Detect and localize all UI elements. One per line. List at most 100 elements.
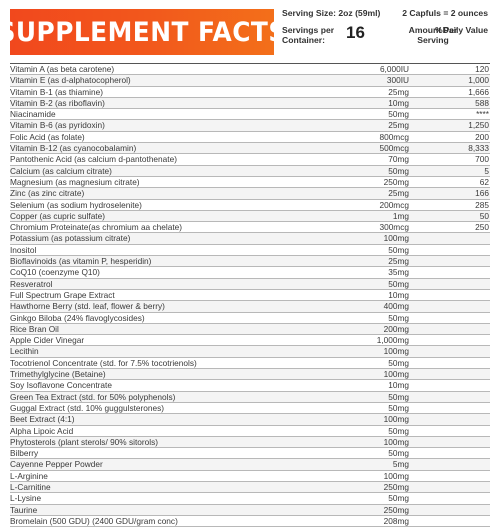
ingredient-daily-value: 8,333 [468, 143, 489, 154]
table-row: Magnesium (as magnesium citrate) 250mg 62 [10, 176, 490, 189]
ingredient-daily-value [413, 256, 490, 266]
serving-info: Serving Size: 2oz (59ml) 2 Capfuls = 2 o… [274, 8, 490, 58]
table-row: Trimethylglycine (Betaine) 100mg [10, 369, 490, 381]
table-row: Soy Isoflavone Concentrate 10mg [10, 380, 490, 392]
ingredient-amount: 300IU [386, 75, 409, 86]
ingredient-amount: 250mg [383, 481, 409, 492]
facts-table: Vitamin A (as beta carotene) 6,000IU 120 Vi… [10, 63, 490, 527]
ingredient-amount: 10mg [388, 97, 409, 108]
ingredient-amount: 50mg [388, 312, 409, 323]
ingredient-name: Beet Extract (4:1) [10, 414, 75, 425]
ingredient-name: Bioflavinoids (as vitamin P, hesperidin) [10, 256, 152, 267]
ingredient-name: Trimethylglycine (Betaine) [10, 369, 106, 380]
ingredient-amount: 400mg [383, 301, 409, 312]
ingredient-amount: 50mg [388, 402, 409, 413]
ingredient-daily-value [413, 516, 490, 526]
table-row: Vitamin E (as d-alphatocopherol) 300IU 1,0… [10, 75, 490, 87]
table-row: Vitamin B-12 (as cyanocobalamin) 500mcg 8,… [10, 143, 490, 155]
table-row: Niacinamide 50mg **** [10, 109, 490, 121]
ingredient-name: Pantothenic Acid (as calcium d-pantothen… [10, 154, 177, 165]
ingredient-amount: 250mg [383, 176, 409, 187]
ingredient-name: Apple Cider Vinegar [10, 335, 85, 346]
serving-row: Serving Size: 2oz (59ml) 2 Capfuls = 2 o… [282, 8, 490, 21]
ingredient-daily-value: 1,000 [468, 75, 489, 86]
ingredient-daily-value [413, 245, 490, 255]
table-row: Lecithin 100mg [10, 346, 490, 358]
ingredient-amount: 25mg [388, 86, 409, 97]
table-row: Selenium (as sodium hydroselenite) 200mcg… [10, 200, 490, 211]
ingredient-daily-value [413, 290, 490, 300]
ingredient-name: Taurine [10, 504, 38, 515]
ingredient-amount: 50mg [388, 425, 409, 436]
table-row: Chromium Proteinate(as chromium aa chela… [10, 222, 490, 234]
page-title: SUPPLEMENT FACTS [0, 16, 287, 48]
ingredient-name: Phytosterols (plant sterols/ 90% sitorol… [10, 436, 159, 447]
table-row: Zinc (as zinc citrate) 25mg 166 [10, 188, 490, 200]
ingredient-amount: 5mg [392, 459, 409, 470]
ingredient-name: Selenium (as sodium hydroselenite) [10, 199, 142, 210]
table-row: Full Spectrum Grape Extract 10mg [10, 289, 490, 302]
table-row: Taurine 250mg [10, 504, 490, 516]
table-row: Bromelain (500 GDU) (2400 GDU/gram conc)… [10, 516, 490, 527]
table-row: Phytosterols (plant sterols/ 90% sitorol… [10, 436, 490, 449]
table-row: Vitamin B-1 (as thiamine) 25mg 1,666 [10, 87, 490, 98]
ingredient-name: Full Spectrum Grape Extract [10, 289, 115, 300]
ingredient-daily-value: 120 [475, 64, 489, 74]
ingredient-daily-value [413, 301, 490, 311]
table-row: Inositol 50mg [10, 244, 490, 257]
ingredient-amount: 6,000IU [379, 64, 409, 74]
ingredient-amount: 10mg [388, 289, 409, 300]
ingredient-name: Inositol [10, 244, 37, 255]
table-row: Apple Cider Vinegar 1,000mg [10, 335, 490, 347]
ingredient-daily-value [413, 392, 490, 402]
ingredient-amount: 25mg [388, 120, 409, 131]
column-headers: Servings per Container: 16 Amount Per Se… [282, 23, 490, 55]
ingredient-daily-value: 200 [475, 131, 489, 142]
ingredient-amount: 50mg [388, 391, 409, 402]
table-row: Bioflavinoids (as vitamin P, hesperidin)… [10, 256, 490, 268]
table-row: Rice Bran Oil 200mg [10, 323, 490, 336]
table-row: Bilberry 50mg [10, 448, 490, 460]
table-row: CoQ10 (coenzyme Q10) 35mg [10, 267, 490, 279]
ingredient-name: Bilberry [10, 448, 39, 459]
ingredient-amount: 200mcg [379, 199, 409, 210]
ingredient-daily-value [413, 437, 490, 447]
ingredient-daily-value [413, 482, 490, 492]
ingredient-amount: 200mg [383, 323, 409, 334]
table-row: Hawthorne Berry (std. leaf, flower & ber… [10, 301, 490, 313]
ingredient-daily-value [413, 313, 490, 323]
ingredient-amount: 35mg [388, 267, 409, 278]
ingredient-name: CoQ10 (coenzyme Q10) [10, 267, 100, 278]
ingredient-name: Vitamin B-1 (as thiamine) [10, 86, 103, 97]
ingredient-daily-value [413, 471, 490, 481]
ingredient-amount: 1mg [392, 210, 409, 221]
ingredient-name: Hawthorne Berry (std. leaf, flower & ber… [10, 301, 165, 312]
ingredient-name: Zinc (as zinc citrate) [10, 188, 85, 199]
ingredient-name: L-Lysine [10, 493, 42, 504]
ingredient-daily-value [413, 335, 490, 345]
table-row: Ginkgo Biloba (24% flavoglycosides) 50mg [10, 313, 490, 324]
table-row: L-Lysine 50mg [10, 493, 490, 505]
ingredient-name: Lecithin [10, 346, 39, 357]
serving-size: Serving Size: 2oz (59ml) [282, 8, 381, 18]
ingredient-name: Vitamin B-6 (as pyridoxin) [10, 120, 105, 131]
ingredient-daily-value: 1,250 [468, 120, 489, 131]
ingredient-name: Green Tea Extract (std. for 50% polyphen… [10, 391, 176, 402]
table-row: Vitamin B-6 (as pyridoxin) 25mg 1,250 [10, 120, 490, 132]
ingredient-amount: 100mg [383, 414, 409, 425]
ingredient-amount: 100mg [383, 369, 409, 380]
ingredient-daily-value: 588 [475, 97, 489, 108]
servings-per-container-value: 16 [346, 23, 365, 42]
ingredient-daily-value [413, 358, 490, 368]
ingredient-daily-value [413, 346, 490, 356]
table-row: Copper (as cupric sulfate) 1mg 50 [10, 210, 490, 223]
ingredient-daily-value [413, 369, 490, 379]
title-banner: SUPPLEMENT FACTS [0, 9, 286, 55]
capfuls-note: 2 Capfuls = 2 ounces [402, 8, 488, 18]
ingredient-amount: 800mcg [379, 131, 409, 142]
ingredient-daily-value: 250 [475, 222, 489, 233]
table-row: L-Arginine 100mg [10, 471, 490, 482]
daily-value-header: %Daily Value [434, 25, 488, 35]
ingredient-name: Folic Acid (as folate) [10, 131, 85, 142]
ingredient-amount: 10mg [388, 380, 409, 391]
